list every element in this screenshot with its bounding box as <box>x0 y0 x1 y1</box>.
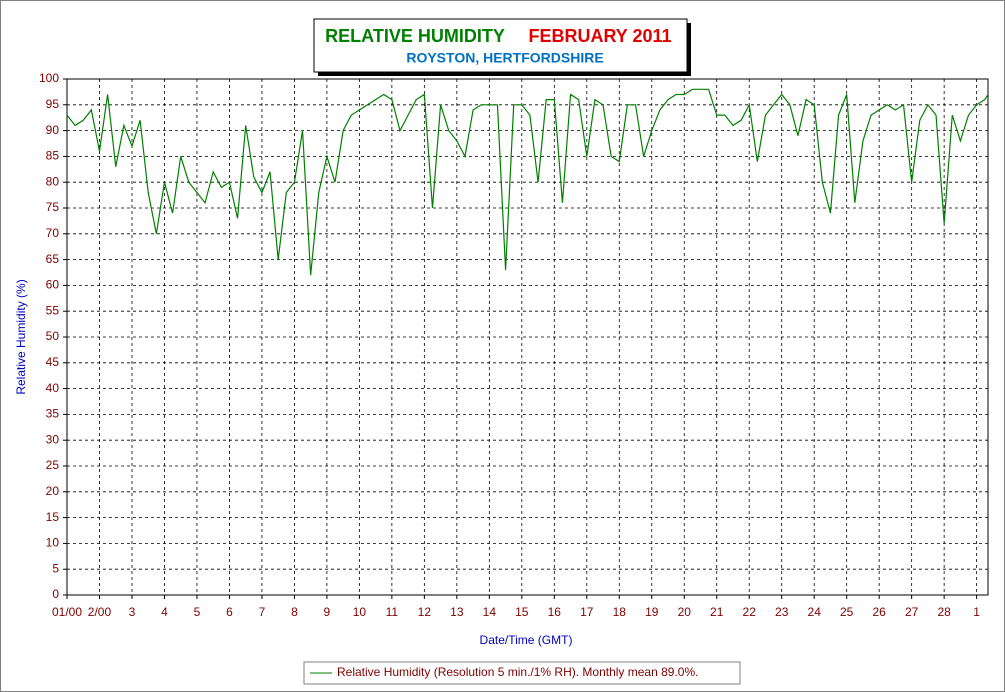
x-tick-label: 17 <box>580 605 594 619</box>
y-tick-label: 15 <box>46 510 60 524</box>
x-tick-label: 11 <box>386 605 399 619</box>
legend-label: Relative Humidity (Resolution 5 min./1% … <box>337 665 698 679</box>
x-tick-label: 3 <box>129 605 136 619</box>
y-tick-label: 60 <box>46 278 60 292</box>
y-tick-label: 75 <box>46 200 60 214</box>
y-tick-label: 65 <box>46 252 60 266</box>
y-tick-label: 35 <box>46 407 60 421</box>
x-tick-label: 9 <box>324 605 331 619</box>
x-tick-label: 25 <box>840 605 854 619</box>
x-tick-label: 23 <box>775 605 789 619</box>
x-tick-label: 21 <box>710 605 724 619</box>
x-tick-label: 01/00 <box>52 605 82 619</box>
legend-box <box>303 661 741 685</box>
x-tick-label: 20 <box>678 605 692 619</box>
y-tick-label: 5 <box>52 561 59 575</box>
x-tick-label: 26 <box>872 605 886 619</box>
x-axis-label: Date/Time (GMT) <box>480 633 573 647</box>
x-tick-label: 8 <box>291 605 298 619</box>
y-tick-label: 85 <box>46 149 60 163</box>
chart-title-month: FEBRUARY 2011 <box>528 26 671 46</box>
x-tick-label: 18 <box>613 605 627 619</box>
x-tick-label: 10 <box>353 605 367 619</box>
x-tick-label: 12 <box>418 605 432 619</box>
y-tick-label: 0 <box>52 587 59 601</box>
y-tick-label: 45 <box>46 355 60 369</box>
chart-subtitle: ROYSTON, HERTFORDSHIRE <box>406 50 603 66</box>
y-tick-label: 50 <box>46 329 60 343</box>
y-axis-label: Relative Humidity (%) <box>14 279 28 394</box>
line-series <box>66 88 989 276</box>
y-tick-label: 20 <box>46 484 60 498</box>
chart-title: RELATIVE HUMIDITY <box>325 26 505 46</box>
x-tick-label: 7 <box>259 605 266 619</box>
x-tick-label: 27 <box>905 605 919 619</box>
y-tick-label: 25 <box>46 458 60 472</box>
y-tick-label: 40 <box>46 381 60 395</box>
y-tick-label: 10 <box>46 536 60 550</box>
x-tick-label: 22 <box>743 605 757 619</box>
x-tick-label: 14 <box>483 605 497 619</box>
title-box <box>313 18 688 73</box>
y-tick-label: 30 <box>46 432 60 446</box>
x-tick-label: 5 <box>194 605 201 619</box>
y-tick-label: 70 <box>46 226 60 240</box>
x-tick-label: 2/00 <box>88 605 112 619</box>
x-tick-label: 28 <box>937 605 951 619</box>
x-tick-label: 6 <box>226 605 233 619</box>
x-tick-label: 13 <box>450 605 464 619</box>
x-tick-label: 4 <box>161 605 168 619</box>
y-tick-label: 95 <box>46 97 60 111</box>
y-tick-label: 90 <box>46 123 60 137</box>
x-tick-label: 15 <box>515 605 529 619</box>
y-tick-label: 100 <box>39 71 59 85</box>
x-tick-label: 1 <box>973 605 980 619</box>
x-tick-label: 16 <box>548 605 562 619</box>
x-tick-label: 24 <box>808 605 822 619</box>
x-tick-label: 19 <box>645 605 659 619</box>
y-tick-label: 55 <box>46 303 60 317</box>
y-tick-label: 80 <box>46 174 60 188</box>
